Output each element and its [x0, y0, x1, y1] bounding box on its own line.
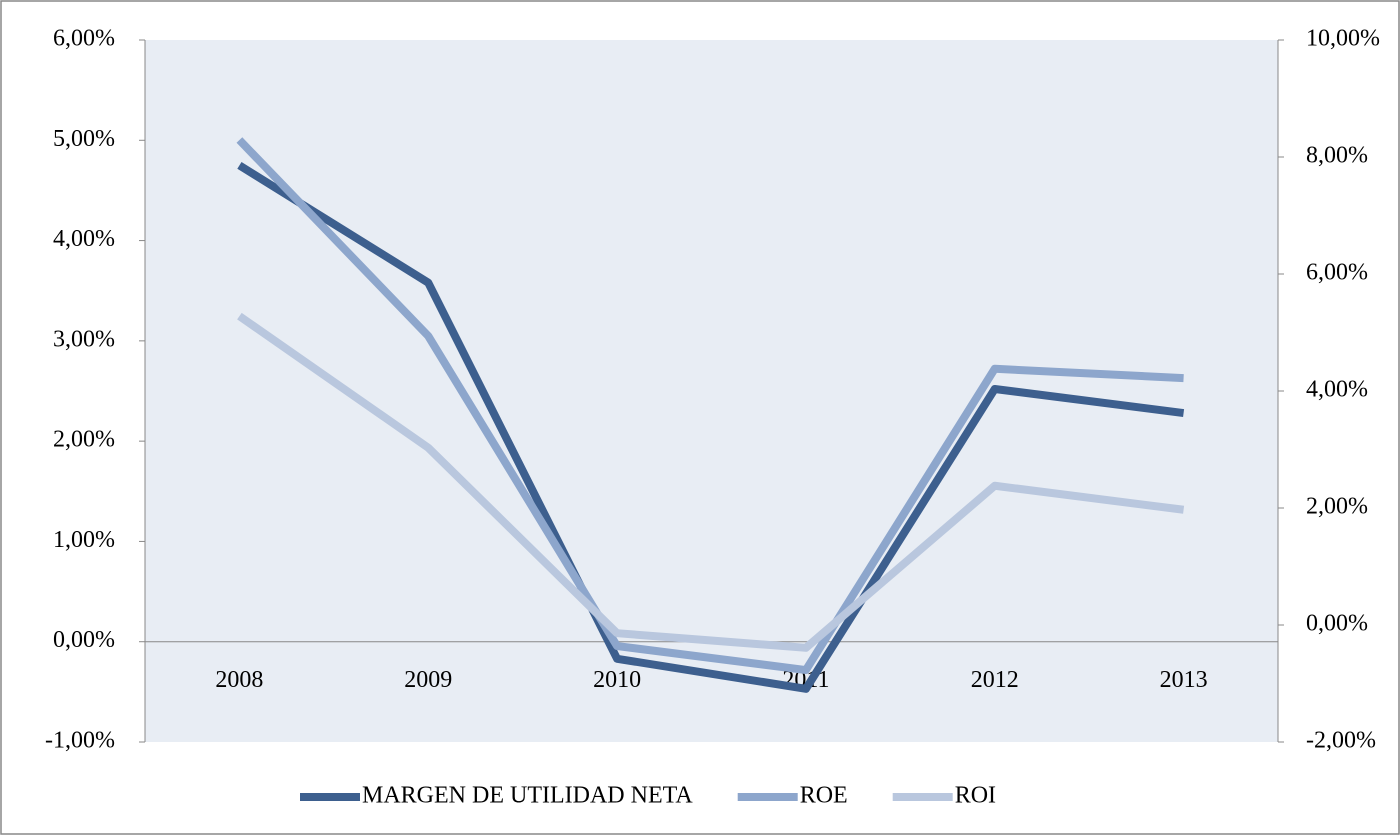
- y-tick-label: 4,00%: [53, 226, 115, 252]
- legend-label: ROE: [800, 783, 848, 809]
- y-tick-label: 3,00%: [53, 326, 115, 352]
- y-tick-label: 1,00%: [53, 527, 115, 553]
- x-tick-label: 2013: [1160, 667, 1208, 693]
- y2-tick-label: 6,00%: [1306, 260, 1368, 286]
- y-tick-label: 2,00%: [53, 427, 115, 453]
- y2-tick-label: 0,00%: [1306, 611, 1368, 637]
- legend-label: ROI: [955, 783, 996, 809]
- y2-tick-label: -2,00%: [1306, 728, 1376, 754]
- y2-tick-label: 4,00%: [1306, 377, 1368, 403]
- legend-label: MARGEN DE UTILIDAD NETA: [362, 783, 693, 809]
- x-tick-label: 2010: [593, 667, 641, 693]
- y-tick-label: 0,00%: [53, 627, 115, 653]
- y-tick-label: -1,00%: [45, 728, 115, 754]
- y-tick-label: 6,00%: [53, 26, 115, 52]
- x-tick-label: 2008: [215, 667, 263, 693]
- y2-tick-label: 8,00%: [1306, 143, 1368, 169]
- y-tick-label: 5,00%: [53, 126, 115, 152]
- series-line: [237, 312, 1185, 652]
- series-line: [237, 161, 1185, 693]
- y2-tick-label: 2,00%: [1306, 494, 1368, 520]
- x-tick-label: 2012: [971, 667, 1019, 693]
- series-line: [236, 137, 1184, 675]
- x-tick-label: 2009: [404, 667, 452, 693]
- plot-area: [145, 40, 1278, 742]
- y2-tick-label: 10,00%: [1306, 26, 1380, 52]
